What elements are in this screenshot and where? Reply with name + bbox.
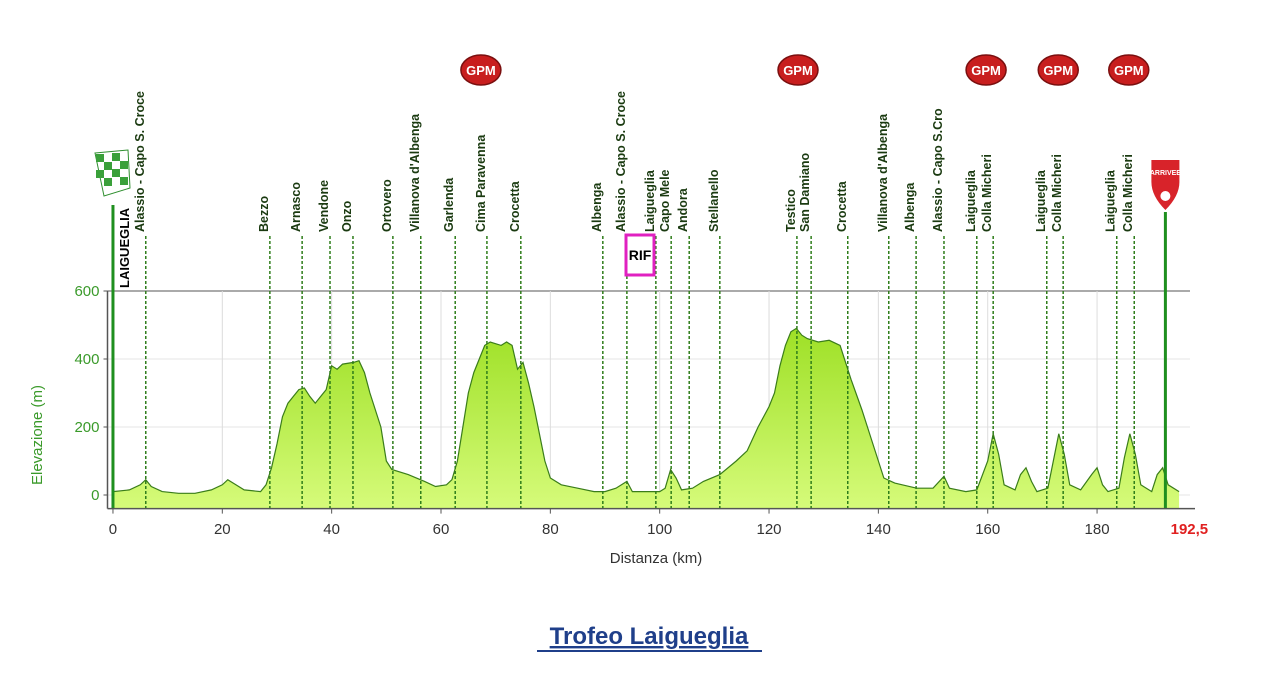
y-tick-label: 600 [74,283,99,300]
page-title: Trofeo Laigueglia [550,623,749,650]
x-tick-label: 120 [757,521,782,538]
x-tick-label: 140 [866,521,891,538]
gpm-badge [777,54,819,86]
waypoint-label: Laigueglia [1104,169,1118,232]
waypoint-label: Colla Micheri [1121,154,1135,232]
elevation-profile [112,327,1180,494]
gpm-badge [1108,54,1150,86]
waypoint-label: Colla Micheri [1050,154,1064,232]
waypoint-label: Albenga [903,182,917,232]
waypoint-label: Crocetta [835,180,849,232]
waypoint-label: San Damiano [798,152,812,232]
finish-icon-label: ARRIVEE [1150,170,1181,177]
waypoint-label: Alassio - Capo S. Croce [133,91,147,232]
start-label: LAIGUEGLIA [117,207,132,288]
waypoint-label: Ortovero [380,179,394,232]
y-tick-label: 0 [91,487,99,504]
x-tick-label: 0 [109,521,117,538]
gpm-badge [460,54,502,86]
x-tick-label: 20 [214,521,231,538]
waypoint-label: Bezzo [257,196,271,232]
waypoint-label: Albenga [590,182,604,232]
x-tick-label: 80 [542,521,559,538]
gpm-label: GPM [971,63,1001,78]
waypoint-label: Colla Micheri [980,154,994,232]
x-tick-label: 160 [975,521,1000,538]
waypoint-label: Crocetta [508,180,522,232]
y-tick-label: 200 [74,419,99,436]
waypoint-label: Stellanello [707,169,721,232]
x-axis-label: Distanza (km) [610,550,703,567]
waypoint-label: Arnasco [289,182,303,232]
x-tick-label: 40 [323,521,340,538]
waypoint-label: Onzo [340,200,354,232]
waypoint-label: Capo Mele [658,169,672,232]
x-tick-label: 60 [433,521,450,538]
waypoint-label: Garlenda [442,177,456,232]
start-flag [94,149,131,197]
waypoint-label: Laigueglia [1034,169,1048,232]
finish-icon [1151,160,1180,210]
y-axis-label: Elevazione (m) [29,385,46,485]
y-tick-label: 400 [74,351,99,368]
waypoint-label: Testico [784,189,798,232]
waypoint-label: Laigueglia [643,169,657,232]
waypoint-label: Alassio - Capo S.Cro [931,108,945,232]
elevation-fill [112,328,1180,509]
waypoint-label: Vendone [317,180,331,232]
finish-icon-dot [1160,191,1171,201]
waypoint-label: Alassio - Capo S. Croce [614,91,628,232]
waypoint-label: Villanova d'Albenga [408,113,422,232]
x-tick-label: 100 [647,521,672,538]
gpm-label: GPM [466,63,496,78]
waypoint-label: Cima Paravenna [474,134,488,232]
gpm-label: GPM [1114,63,1144,78]
gpm-badge [1037,54,1079,86]
waypoint-label: Villanova d'Albenga [876,113,890,232]
waypoint-label: Laigueglia [964,169,978,232]
finish-distance: 192,5 [1171,521,1209,538]
waypoint-label: Andora [676,187,690,232]
gpm-label: GPM [783,63,813,78]
gpm-label: GPM [1043,63,1073,78]
x-tick-label: 180 [1085,521,1110,538]
rif-label: RIF [629,247,652,263]
gpm-badge [965,54,1007,86]
rif-box [624,233,656,277]
